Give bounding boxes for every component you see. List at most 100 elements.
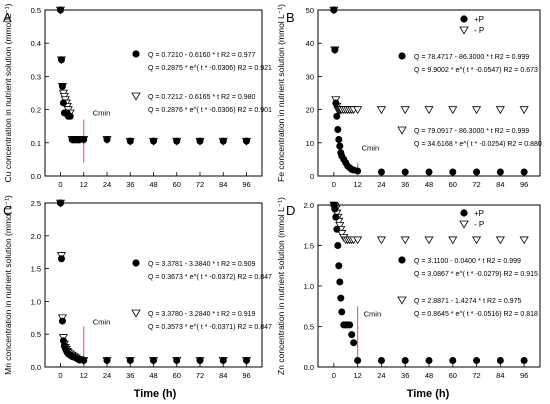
panel-letter: A — [3, 10, 12, 25]
panel-letter: D — [286, 203, 295, 218]
data-point — [519, 236, 529, 245]
y-axis-label: Zn concentration in nutrient solution (m… — [276, 197, 286, 375]
legend-marker — [460, 209, 468, 217]
x-tick-label: 60 — [173, 371, 181, 380]
data-point — [401, 357, 409, 365]
series-minus-p — [329, 6, 529, 115]
equation-annotation: Q = 79.0917 - 86.3000 * t R2 = 0.999 Q = … — [397, 126, 542, 148]
series-plus-p — [57, 6, 250, 145]
x-tick-label: 48 — [149, 180, 157, 189]
x-tick-label: 48 — [425, 371, 433, 380]
equation-text: Q = 34.6168 * e^( t * -0.0254) R2 = 0.88… — [414, 141, 542, 148]
x-tick-label: 0 — [332, 180, 336, 189]
data-point — [332, 213, 340, 221]
data-point — [126, 356, 134, 364]
equation-text: Q = 3.0867 * e^( t * -0.0279) R2 = 0.915 — [414, 271, 538, 278]
x-tick-label: 24 — [103, 180, 111, 189]
x-tick-label: 24 — [103, 371, 111, 380]
data-point — [59, 99, 67, 107]
data-point — [242, 137, 250, 145]
data-point — [335, 221, 345, 230]
equation-text: Q = 0.2876 * e^( t * -0.0306) R2 = 0.901 — [148, 107, 272, 114]
data-point — [196, 137, 204, 145]
equation-text: Q = 78.4717 - 86.3000 * t R2 = 0.999 — [414, 54, 529, 61]
x-tick-label: 36 — [401, 371, 409, 380]
y-tick-label: 50 — [306, 6, 314, 15]
y-tick-label: 2.0 — [304, 201, 314, 210]
y-tick-label: 1.0 — [31, 297, 41, 306]
data-point — [333, 112, 341, 120]
legend-marker — [459, 220, 469, 229]
panel-c: C 0.0 0.5 1.0 1.5 2.0 2.5 0 12 24 36 48 60 72 84 96 Mn c… — [3, 195, 272, 380]
annotation-marker — [397, 126, 407, 135]
data-point — [149, 137, 157, 145]
data-point — [173, 356, 181, 364]
y-tick-label: 0.0 — [304, 363, 314, 372]
x-tick-label: 72 — [196, 371, 204, 380]
y-axis-label: Fe concentration in nutrient solution (m… — [276, 4, 286, 182]
data-point — [448, 106, 458, 115]
data-point — [424, 106, 434, 115]
x-tick-label: 12 — [353, 180, 361, 189]
legend-marker — [459, 26, 469, 35]
y-tick-label: 0.3 — [31, 72, 41, 81]
y-tick-label: 0.5 — [304, 323, 314, 332]
data-point — [334, 241, 342, 249]
cmin-label: Cmin — [93, 317, 111, 326]
equation-text: Q = 9.9002 * e^( t * -0.0547) R2 = 0.673 — [414, 67, 538, 74]
y-tick-label: 2.0 — [31, 232, 41, 241]
x-tick-label: 12 — [353, 371, 361, 380]
cmin-label: Cmin — [364, 309, 382, 318]
data-point — [219, 137, 227, 145]
data-point — [520, 168, 528, 176]
x-tick-label: 84 — [219, 371, 227, 380]
data-point — [331, 205, 339, 213]
y-tick-label: 0.0 — [31, 172, 41, 181]
data-point — [58, 82, 66, 90]
data-point — [336, 278, 344, 286]
data-point — [332, 99, 340, 107]
x-tick-label: 24 — [377, 180, 385, 189]
panel-letter: B — [286, 10, 295, 25]
data-point — [149, 356, 157, 364]
x-tick-label: 0 — [58, 371, 62, 380]
data-point — [57, 199, 65, 207]
x-tick-label: 60 — [173, 180, 181, 189]
data-point — [401, 168, 409, 176]
data-point — [472, 106, 482, 115]
annotation-marker — [397, 296, 407, 305]
equation-text: Q = 0.7210 - 0.6160 * t R2 = 0.977 — [148, 52, 256, 59]
equation-annotation: Q = 78.4717 - 86.3000 * t R2 = 0.999 Q = … — [398, 52, 538, 74]
x-tick-label: 24 — [377, 371, 385, 380]
data-point — [219, 356, 227, 364]
legend: +P - P — [459, 209, 484, 229]
data-point — [335, 135, 343, 143]
y-tick-label: 0 — [310, 172, 314, 181]
data-point — [336, 142, 344, 150]
x-tick-label: 96 — [242, 371, 250, 380]
shared-xlabel-right: Time (h) — [407, 388, 450, 400]
equation-text: Q = 0.2875 * e^( t * -0.0306) R2 = 0.921 — [148, 65, 272, 72]
data-point — [330, 6, 338, 14]
panel-b: B 0 10 20 30 40 50 0 12 24 36 48 60 72 84 96 Fe concentr… — [276, 4, 542, 189]
y-tick-label: 1.0 — [304, 282, 314, 291]
x-tick-label: 48 — [425, 180, 433, 189]
series-plus-p — [57, 199, 250, 364]
y-tick-label: 0.1 — [31, 139, 41, 148]
cmin-label: Cmin — [362, 144, 380, 153]
data-point — [348, 331, 356, 339]
data-point — [346, 321, 354, 329]
data-point — [473, 168, 481, 176]
data-point — [334, 126, 342, 134]
data-point — [496, 357, 504, 365]
data-point — [350, 339, 358, 347]
x-tick-label: 48 — [149, 371, 157, 380]
data-point — [376, 236, 386, 245]
equation-text: Q = 79.0917 - 86.3000 * t R2 = 0.999 — [414, 128, 529, 135]
x-tick-label: 84 — [496, 371, 504, 380]
y-tick-label: 0.2 — [31, 106, 41, 115]
equation-annotation: Q = 0.7210 - 0.6160 * t R2 = 0.977 Q = 0.… — [132, 50, 272, 72]
data-point — [376, 106, 386, 115]
y-tick-label: 0.5 — [31, 6, 41, 15]
